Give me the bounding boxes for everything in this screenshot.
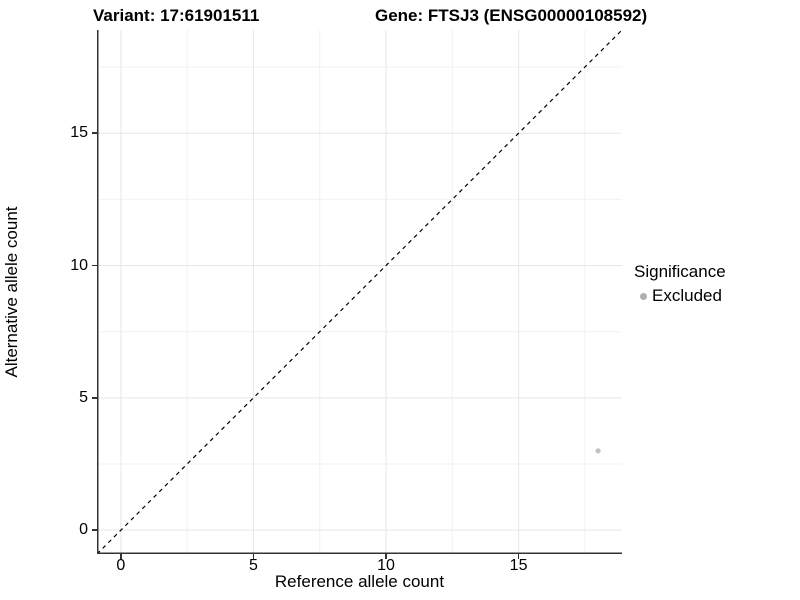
y-axis-label: Alternative allele count: [2, 206, 21, 378]
y-tick-mark: [92, 529, 97, 531]
x-tick-label: 10: [377, 557, 395, 574]
x-axis-label: Reference allele count: [274, 572, 445, 591]
identity-line: [97, 30, 622, 554]
y-tick-mark: [92, 132, 97, 134]
legend-item-label: Excluded: [652, 286, 722, 305]
x-tick-mark: [120, 554, 122, 559]
y-tick-mark: [92, 264, 97, 267]
y-tick-label: 15: [70, 124, 88, 142]
legend: Significance Excluded: [634, 262, 726, 306]
legend-item-excluded: Excluded: [634, 286, 726, 306]
x-tick-mark: [252, 554, 255, 559]
plot-title-gene: Gene: FTSJ3 (ENSG00000108592): [375, 6, 648, 25]
y-tick-label: 5: [79, 388, 88, 406]
legend-point-icon: [640, 292, 647, 300]
x-tick-mark: [517, 554, 520, 559]
plot-panel-canvas: [97, 30, 622, 554]
y-tick-mark: [92, 397, 97, 399]
y-tick-label: 0: [79, 521, 88, 539]
x-tick-label: 15: [509, 557, 528, 574]
x-tick-label: 0: [116, 557, 126, 574]
plot-panel: [97, 30, 622, 554]
data-point: [595, 448, 601, 454]
x-tick-mark: [385, 554, 387, 559]
x-tick-label: 5: [248, 557, 258, 574]
legend-title: Significance: [634, 262, 726, 281]
plot-title-variant: Variant: 17:61901511: [93, 6, 260, 25]
y-tick-label: 10: [70, 256, 88, 274]
